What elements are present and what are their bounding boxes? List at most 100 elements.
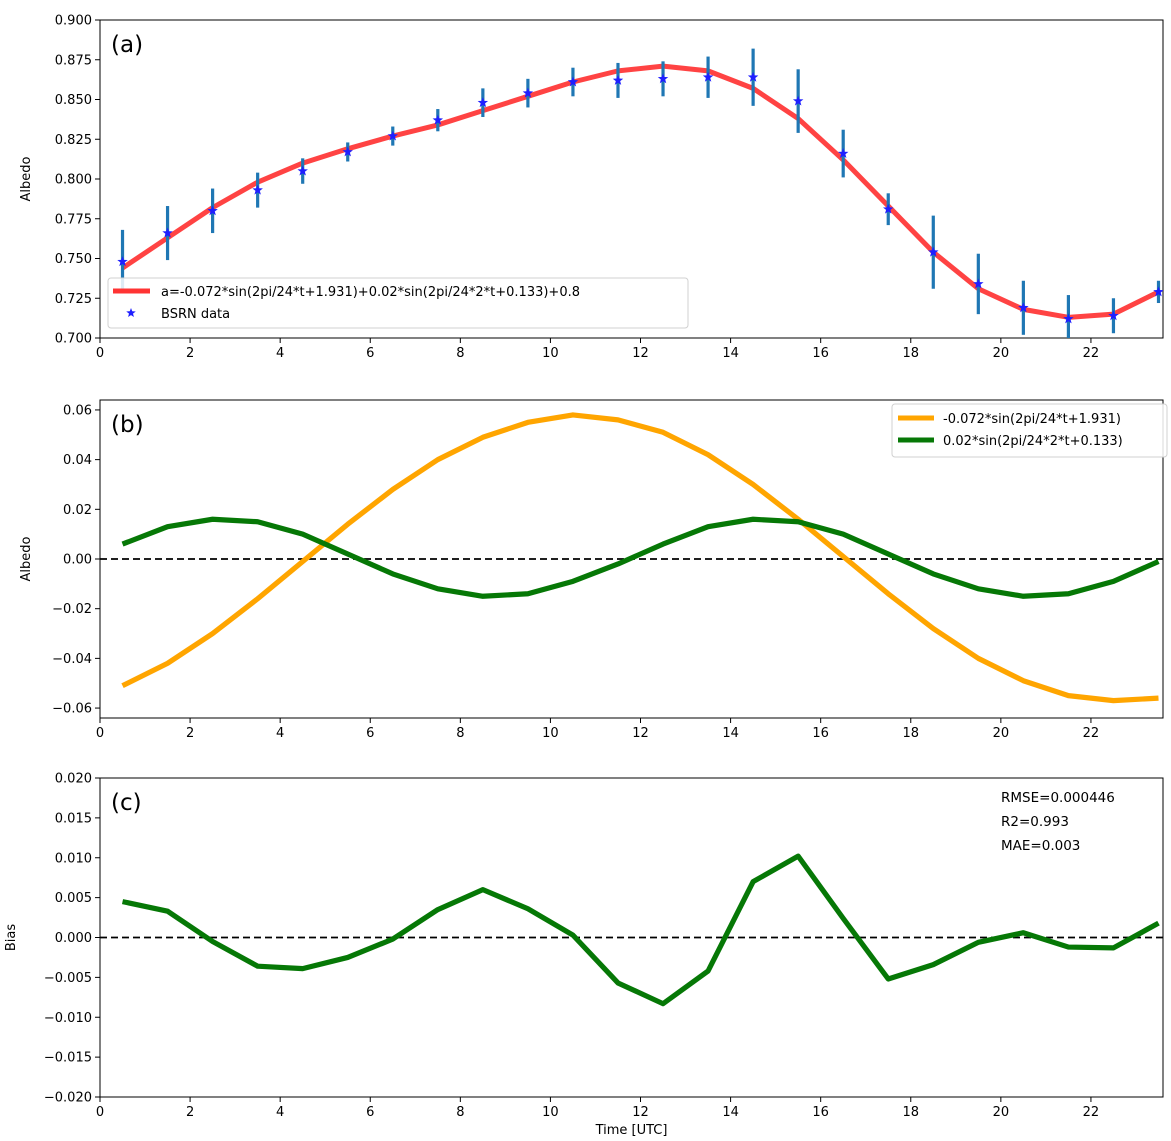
- y-tick-label: 0.875: [55, 53, 92, 68]
- y-axis-label: Albedo: [19, 156, 34, 201]
- x-tick-label: 20: [993, 726, 1010, 741]
- y-tick-label: 0.010: [55, 851, 92, 866]
- series-line-1: [121, 516, 1160, 599]
- x-tick-label: 2: [186, 1105, 194, 1120]
- x-tick-label: 12: [632, 726, 649, 741]
- legend-box: [107, 277, 689, 329]
- series-line-0: [121, 412, 1159, 704]
- data-point-star: [1063, 313, 1074, 324]
- y-tick-label: 0.750: [55, 252, 92, 267]
- x-tick-label: 10: [542, 346, 559, 361]
- legend-entry-label: 0.02*sin(2pi/24*2*t+0.133): [943, 434, 1123, 449]
- data-point-star: [207, 205, 218, 216]
- y-tick-label: 0.900: [55, 14, 92, 29]
- x-tick-label: 6: [366, 1105, 374, 1120]
- y-tick-label: −0.010: [44, 1011, 92, 1026]
- y-tick-label: 0.825: [55, 133, 92, 148]
- panel-1: 0 2 4 6 8 10 12 14 16 18 20 22 −0.06 −0.04 −0.02 0.00 0.…: [19, 399, 1168, 741]
- x-tick-label: 18: [902, 1105, 919, 1120]
- legend-entry-label: -0.072*sin(2pi/24*t+1.931): [943, 412, 1121, 427]
- data-point-star: [1153, 286, 1163, 297]
- data-point-star: [702, 71, 714, 82]
- x-tick-label: 4: [276, 726, 284, 741]
- y-tick-label: 0.02: [63, 503, 92, 518]
- x-tick-label: 20: [993, 346, 1010, 361]
- x-tick-label: 18: [902, 346, 919, 361]
- y-tick-label: −0.02: [52, 602, 92, 617]
- legend: -0.072*sin(2pi/24*t+1.931) 0.02*sin(2pi/2…: [891, 403, 1168, 458]
- x-tick-label: 16: [812, 346, 829, 361]
- data-point-star: [342, 146, 353, 157]
- y-tick-label: −0.015: [44, 1051, 92, 1066]
- x-tick-label: 20: [993, 1105, 1010, 1120]
- x-tick-label: 14: [722, 726, 739, 741]
- panel-0: 0 2 4 6 8 10 12 14 16 18 20 22 0.700 0.725 0.750 0.775 0…: [19, 14, 1164, 361]
- x-tick-label: 22: [1083, 1105, 1100, 1120]
- x-tick-label: 22: [1083, 346, 1100, 361]
- x-tick-label: 22: [1083, 726, 1100, 741]
- data-point-star: [117, 256, 128, 267]
- data-point-star: [792, 95, 804, 106]
- x-tick-label: 2: [186, 726, 194, 741]
- x-tick-label: 8: [456, 726, 464, 741]
- y-tick-label: 0.000: [55, 931, 92, 946]
- panel-label: (c): [111, 790, 142, 816]
- y-tick-label: 0.06: [63, 403, 92, 418]
- data-point-star: [297, 165, 308, 176]
- data-point-star: [432, 114, 444, 125]
- x-axis-label: Time [UTC]: [595, 1123, 668, 1138]
- x-tick-label: 2: [186, 346, 194, 361]
- x-tick-label: 4: [276, 1105, 284, 1120]
- data-point-star: [387, 130, 399, 141]
- y-tick-label: 0.020: [55, 772, 92, 787]
- data-point-star: [1108, 310, 1119, 321]
- data-point-star: [973, 278, 984, 289]
- data-point-star: [252, 184, 263, 195]
- y-tick-label: 0.850: [55, 93, 92, 108]
- x-tick-label: 16: [812, 726, 829, 741]
- x-tick-label: 0: [96, 1105, 104, 1120]
- legend-entry-label: BSRN data: [161, 307, 230, 322]
- data-point-star: [1018, 302, 1029, 313]
- data-point-star: [567, 76, 579, 87]
- x-tick-label: 6: [366, 726, 374, 741]
- y-tick-label: 0.700: [55, 332, 92, 347]
- stats-annotation: MAE=0.003: [1001, 838, 1080, 854]
- x-tick-label: 6: [366, 346, 374, 361]
- data-point-star: [883, 203, 894, 214]
- y-tick-label: 0.725: [55, 292, 92, 307]
- y-tick-label: 0.00: [63, 553, 92, 568]
- x-tick-label: 10: [542, 1105, 559, 1120]
- y-tick-label: 0.775: [55, 212, 92, 227]
- x-tick-label: 14: [722, 1105, 739, 1120]
- data-point-star: [837, 148, 849, 159]
- x-tick-label: 4: [276, 346, 284, 361]
- x-tick-label: 0: [96, 726, 104, 741]
- x-tick-label: 8: [456, 346, 464, 361]
- data-point-star: [477, 97, 489, 108]
- y-axis-label: Albedo: [19, 536, 34, 581]
- y-tick-label: 0.04: [63, 453, 92, 468]
- y-axis-label: Bias: [4, 924, 19, 951]
- series-line-0: [121, 63, 1160, 320]
- x-tick-label: 14: [722, 346, 739, 361]
- legend: a=-0.072*sin(2pi/24*t+1.931)+0.02*sin(2p…: [107, 277, 689, 329]
- legend-entry-label: a=-0.072*sin(2pi/24*t+1.931)+0.02*sin(2p…: [161, 285, 580, 300]
- data-point-star: [162, 227, 173, 238]
- data-point-star: [747, 71, 759, 82]
- data-point-star: [522, 87, 534, 98]
- legend-box: [891, 403, 1168, 458]
- y-tick-label: −0.005: [44, 971, 92, 986]
- y-tick-label: 0.015: [55, 811, 92, 826]
- plot-area: [100, 412, 1163, 704]
- data-point-star: [657, 73, 669, 84]
- y-tick-label: −0.020: [44, 1091, 92, 1106]
- x-tick-label: 18: [902, 726, 919, 741]
- panel-label: (a): [111, 32, 143, 58]
- data-point-star: [612, 74, 624, 85]
- stats-annotation: R2=0.993: [1001, 814, 1069, 830]
- x-tick-label: 16: [812, 1105, 829, 1120]
- series-line-0: [121, 853, 1160, 1007]
- y-tick-label: 0.005: [55, 891, 92, 906]
